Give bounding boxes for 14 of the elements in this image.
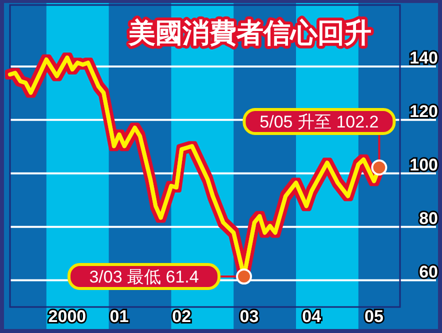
y-tick-label: 80 bbox=[419, 208, 438, 228]
x-tick-label: 01 bbox=[110, 307, 129, 326]
x-tick-label: 2000 bbox=[48, 307, 86, 326]
y-tick-label: 140 bbox=[410, 48, 438, 68]
text: 美國消費者信心回升 bbox=[128, 18, 372, 48]
y-tick-label: 100 bbox=[410, 155, 438, 174]
x-tick-label: 04 bbox=[302, 307, 322, 326]
annotation: 3/03 最低 61.4 bbox=[89, 268, 199, 287]
y-tick-label: 60 bbox=[419, 262, 438, 282]
y-tick-label: 120 bbox=[410, 102, 438, 121]
annotation: 5/05 升至 102.2 bbox=[260, 112, 379, 132]
x-tick-label: 05 bbox=[364, 307, 384, 326]
x-tick-label: 02 bbox=[172, 307, 192, 326]
x-tick-label: 03 bbox=[240, 307, 259, 326]
